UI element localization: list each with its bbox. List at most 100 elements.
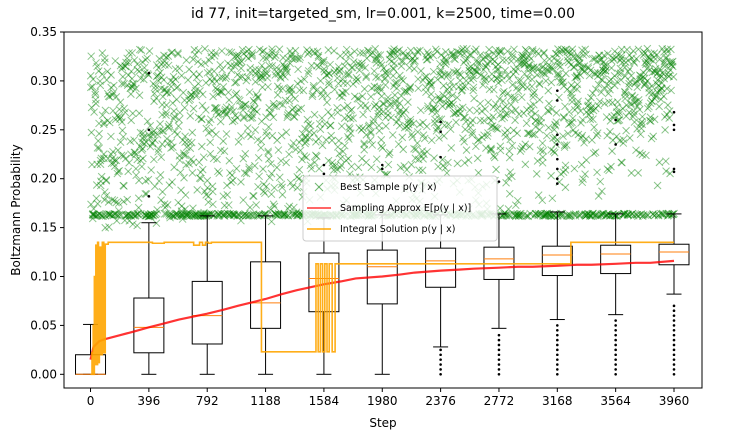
- scatter-point: [112, 93, 121, 101]
- box-flier: [614, 348, 617, 352]
- y-tick-label: 0.15: [30, 221, 57, 235]
- scatter-point: [118, 118, 126, 126]
- scatter-point: [167, 138, 176, 147]
- scatter-point: [93, 143, 102, 152]
- box-flier: [147, 195, 151, 198]
- scatter-point: [178, 212, 187, 221]
- box-flier: [672, 110, 676, 114]
- scatter-point: [96, 181, 105, 190]
- scatter-point: [127, 82, 136, 91]
- scatter-point: [112, 216, 121, 225]
- scatter-point: [141, 177, 150, 185]
- scatter-point: [147, 210, 156, 219]
- scatter-point: [150, 155, 158, 164]
- scatter-point: [162, 53, 171, 61]
- scatter-point: [132, 84, 140, 93]
- box-flier: [556, 348, 559, 352]
- scatter-point: [97, 211, 106, 220]
- scatter-point: [115, 210, 124, 219]
- scatter-point: [117, 65, 126, 74]
- scatter-point: [129, 210, 138, 219]
- scatter-point: [88, 160, 96, 169]
- scatter-point: [124, 210, 133, 219]
- scatter-point: [101, 212, 110, 220]
- x-tick-label: 2772: [484, 394, 515, 408]
- scatter-point: [115, 115, 124, 123]
- scatter-point: [87, 128, 96, 137]
- scatter-point: [105, 223, 113, 231]
- scatter-point: [147, 209, 155, 218]
- scatter-point: [107, 132, 115, 141]
- scatter-point: [116, 138, 125, 147]
- scatter-point: [149, 79, 158, 88]
- box-flier: [556, 343, 559, 347]
- box-flier: [439, 155, 442, 159]
- scatter-point: [133, 60, 142, 69]
- scatter-point: [151, 182, 159, 191]
- scatter-point: [170, 112, 179, 121]
- scatter-point: [92, 181, 101, 189]
- scatter-point: [162, 210, 171, 218]
- scatter-point: [149, 211, 158, 220]
- scatter-point: [175, 115, 184, 124]
- scatter-point: [123, 54, 132, 63]
- x-tick-label: 396: [137, 394, 160, 408]
- scatter-point: [98, 49, 107, 57]
- scatter-point: [96, 81, 105, 90]
- scatter-point: [114, 146, 122, 155]
- scatter-point: [164, 52, 173, 61]
- scatter-point: [95, 119, 103, 128]
- scatter-point: [165, 124, 173, 133]
- scatter-point: [129, 79, 137, 88]
- scatter-point: [161, 61, 169, 69]
- scatter-point: [101, 223, 110, 232]
- scatter-point: [155, 54, 164, 63]
- scatter-point: [174, 49, 182, 57]
- scatter-point: [119, 132, 128, 141]
- scatter-point: [109, 81, 118, 90]
- scatter-point: [107, 83, 116, 92]
- scatter-point: [95, 144, 104, 152]
- scatter-point: [113, 169, 122, 178]
- scatter-point: [139, 129, 147, 138]
- scatter-point: [148, 211, 156, 219]
- scatter-point: [142, 211, 150, 220]
- scatter-point: [95, 129, 103, 138]
- scatter-point: [91, 95, 100, 104]
- box-flier: [614, 118, 617, 122]
- scatter-point: [142, 211, 151, 220]
- scatter-point: [109, 88, 118, 97]
- scatter-point: [179, 211, 188, 219]
- scatter-point: [138, 144, 147, 153]
- scatter-point: [182, 56, 191, 65]
- scatter-point: [139, 132, 148, 141]
- scatter-point: [174, 210, 182, 219]
- scatter-point: [110, 209, 119, 218]
- scatter-point: [109, 211, 118, 220]
- scatter-point: [169, 72, 178, 81]
- scatter-point: [177, 207, 186, 215]
- x-tick-label: 3960: [659, 394, 690, 408]
- scatter-point: [120, 216, 129, 225]
- scatter-point: [101, 188, 109, 196]
- scatter-point: [148, 138, 157, 147]
- scatter-point: [145, 212, 154, 221]
- scatter-point: [135, 67, 143, 76]
- scatter-point: [110, 196, 119, 205]
- scatter-point: [144, 212, 153, 221]
- scatter-point: [152, 61, 161, 69]
- box-flier: [672, 324, 676, 327]
- scatter-point: [91, 90, 100, 99]
- scatter-point: [177, 71, 186, 80]
- scatter-point: [119, 197, 128, 206]
- scatter-point: [154, 148, 162, 156]
- scatter-point: [116, 61, 125, 70]
- scatter-point: [87, 200, 95, 209]
- scatter-point: [146, 121, 155, 130]
- box-flier: [556, 167, 559, 171]
- scatter-point: [93, 211, 102, 219]
- box-flier: [614, 353, 617, 357]
- scatter-point: [175, 64, 184, 73]
- scatter-point: [103, 89, 112, 98]
- scatter-point: [138, 58, 147, 66]
